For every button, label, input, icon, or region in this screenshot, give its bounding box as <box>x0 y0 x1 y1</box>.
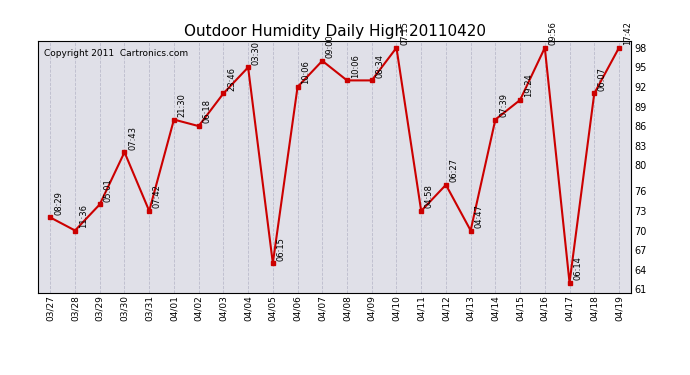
Text: 21:30: 21:30 <box>177 93 187 117</box>
Text: 06:15: 06:15 <box>277 237 286 261</box>
Text: 11:36: 11:36 <box>79 204 88 228</box>
Text: 10:06: 10:06 <box>351 54 359 78</box>
Title: Outdoor Humidity Daily High 20110420: Outdoor Humidity Daily High 20110420 <box>184 24 486 39</box>
Text: 06:27: 06:27 <box>450 158 459 182</box>
Text: 04:58: 04:58 <box>425 184 434 209</box>
Text: 03:30: 03:30 <box>252 41 261 65</box>
Text: 06:14: 06:14 <box>573 256 582 280</box>
Text: 07:15: 07:15 <box>400 21 409 45</box>
Text: 07:43: 07:43 <box>128 126 137 150</box>
Text: 09:00: 09:00 <box>326 34 335 58</box>
Text: 19:24: 19:24 <box>524 74 533 98</box>
Text: 05:01: 05:01 <box>104 178 112 202</box>
Text: 06:18: 06:18 <box>202 99 211 123</box>
Text: 09:56: 09:56 <box>549 21 558 45</box>
Text: 07:39: 07:39 <box>499 93 508 117</box>
Text: 17:42: 17:42 <box>622 21 632 45</box>
Text: 04:47: 04:47 <box>474 204 484 228</box>
Text: 06:07: 06:07 <box>598 67 607 91</box>
Text: 08:34: 08:34 <box>375 54 384 78</box>
Text: Copyright 2011  Cartronics.com: Copyright 2011 Cartronics.com <box>44 49 188 58</box>
Text: 10:06: 10:06 <box>302 60 310 84</box>
Text: 07:42: 07:42 <box>153 184 162 209</box>
Text: 23:46: 23:46 <box>227 67 236 91</box>
Text: 08:29: 08:29 <box>54 191 63 215</box>
